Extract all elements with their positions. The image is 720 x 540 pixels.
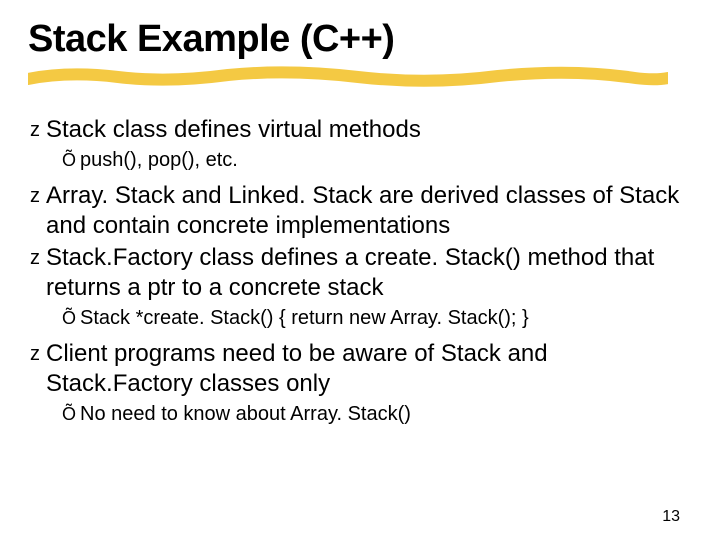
title-underline [28,65,668,87]
bullet-text: Stack.Factory class defines a create. St… [46,243,692,303]
bullet-marker-icon: z [30,243,40,273]
bullet-marker-icon: z [30,339,40,369]
sub-bullet-marker-icon: Õ [62,305,76,331]
slide-title: Stack Example (C++) [28,18,692,61]
bullet-marker-icon: z [30,115,40,145]
sub-bullet-marker-icon: Õ [62,147,76,173]
bullet-item: z Stack class defines virtual methods [30,115,692,145]
page-number: 13 [662,508,680,526]
sub-bullet-text: Stack *create. Stack() { return new Arra… [80,305,529,331]
bullet-item: z Array. Stack and Linked. Stack are der… [30,181,692,241]
sub-bullet-item: Õ No need to know about Array. Stack() [30,401,692,427]
bullet-item: z Client programs need to be aware of St… [30,339,692,399]
bullet-marker-icon: z [30,181,40,211]
bullet-item: z Stack.Factory class defines a create. … [30,243,692,303]
content-area: z Stack class defines virtual methods Õ … [28,115,692,427]
sub-bullet-text: No need to know about Array. Stack() [80,401,411,427]
sub-bullet-item: Õ push(), pop(), etc. [30,147,692,173]
sub-bullet-text: push(), pop(), etc. [80,147,238,173]
sub-bullet-marker-icon: Õ [62,401,76,427]
bullet-text: Client programs need to be aware of Stac… [46,339,692,399]
bullet-text: Stack class defines virtual methods [46,115,421,145]
bullet-text: Array. Stack and Linked. Stack are deriv… [46,181,692,241]
sub-bullet-item: Õ Stack *create. Stack() { return new Ar… [30,305,692,331]
slide-container: Stack Example (C++) z Stack class define… [0,0,720,427]
